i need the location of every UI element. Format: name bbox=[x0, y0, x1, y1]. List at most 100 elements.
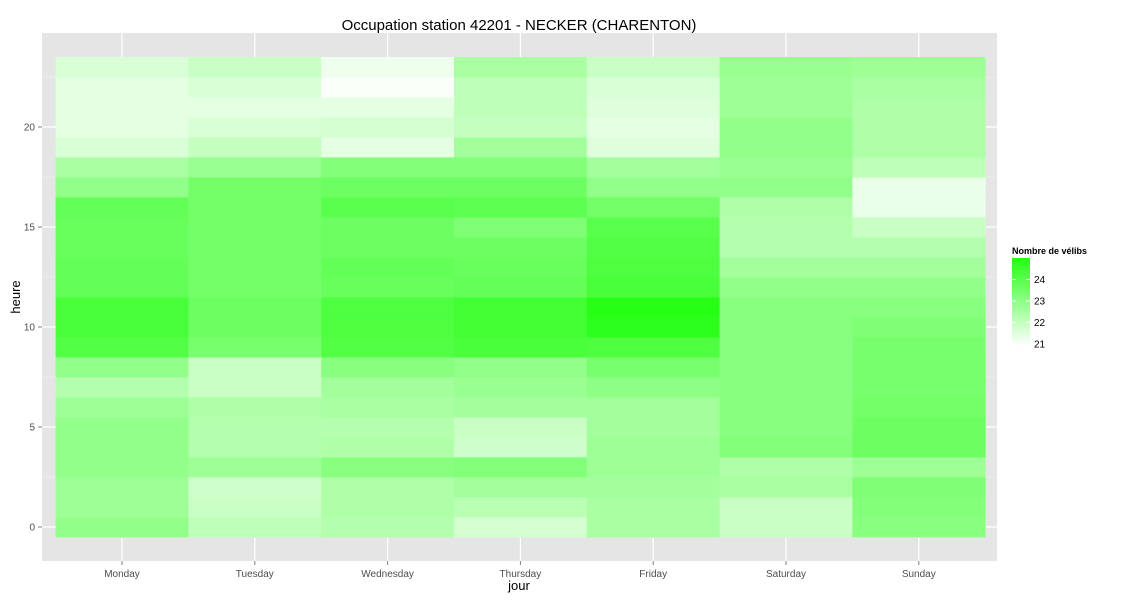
y-tick-label: 15 bbox=[24, 223, 36, 234]
heatmap-cell bbox=[586, 237, 720, 258]
heatmap-cell bbox=[719, 277, 853, 298]
heatmap-cell bbox=[852, 477, 986, 498]
heatmap-cell bbox=[454, 417, 588, 438]
x-axis-title: jour bbox=[507, 578, 530, 593]
heatmap-cell bbox=[586, 497, 720, 518]
legend-title: Nombre de vélibs bbox=[1012, 246, 1087, 256]
heatmap-cell bbox=[719, 97, 853, 118]
heatmap-cell bbox=[586, 337, 720, 358]
heatmap-cell bbox=[852, 97, 986, 118]
heatmap-cell bbox=[852, 217, 986, 238]
heatmap-cell bbox=[454, 77, 588, 98]
heatmap-cell bbox=[188, 237, 322, 258]
heatmap-cell bbox=[454, 237, 588, 258]
heatmap-cell bbox=[586, 97, 720, 118]
heatmap-cell bbox=[586, 77, 720, 98]
heatmap-cell bbox=[321, 357, 455, 378]
heatmap-cell bbox=[321, 417, 455, 438]
heatmap-cell bbox=[188, 77, 322, 98]
heatmap-cell bbox=[719, 117, 853, 138]
heatmap-cell bbox=[55, 297, 189, 318]
heatmap-cell bbox=[55, 257, 189, 278]
heatmap-cell bbox=[852, 377, 986, 398]
heatmap-cell bbox=[719, 77, 853, 98]
y-tick-label: 20 bbox=[24, 123, 36, 134]
legend-tick-label: 23 bbox=[1034, 296, 1046, 307]
heatmap-cell bbox=[55, 217, 189, 238]
heatmap-cell bbox=[454, 217, 588, 238]
heatmap-cell bbox=[852, 317, 986, 338]
heatmap-cell bbox=[719, 237, 853, 258]
heatmap-cell bbox=[719, 337, 853, 358]
heatmap-cell bbox=[719, 157, 853, 178]
heatmap-cell bbox=[454, 177, 588, 198]
heatmap-cell bbox=[55, 117, 189, 138]
y-tick-label: 0 bbox=[29, 523, 35, 534]
heatmap-cell bbox=[55, 97, 189, 118]
heatmap-cell bbox=[321, 477, 455, 498]
heatmap-cell bbox=[852, 457, 986, 478]
heatmap-cell bbox=[188, 397, 322, 418]
heatmap-cell bbox=[454, 497, 588, 518]
heatmap-cell bbox=[454, 437, 588, 458]
heatmap-cell bbox=[454, 197, 588, 218]
heatmap-cell bbox=[852, 397, 986, 418]
heatmap-cell bbox=[586, 477, 720, 498]
heatmap-cell bbox=[586, 117, 720, 138]
heatmap-cell bbox=[321, 257, 455, 278]
heatmap-cell bbox=[586, 377, 720, 398]
heatmap-cell bbox=[719, 377, 853, 398]
chart-title: Occupation station 42201 - NECKER (CHARE… bbox=[342, 17, 697, 34]
heatmap-cell bbox=[719, 357, 853, 378]
heatmap-cell bbox=[188, 457, 322, 478]
heatmap-cell bbox=[188, 177, 322, 198]
heatmap-cell bbox=[188, 137, 322, 158]
heatmap-cell bbox=[188, 377, 322, 398]
heatmap-cell bbox=[321, 517, 455, 538]
heatmap-cell bbox=[454, 357, 588, 378]
heatmap-cell bbox=[321, 237, 455, 258]
heatmap-cell bbox=[55, 417, 189, 438]
heatmap-cell bbox=[321, 377, 455, 398]
x-tick-label: Monday bbox=[104, 569, 140, 580]
heatmap-cell bbox=[55, 157, 189, 178]
heatmap-cell bbox=[55, 277, 189, 298]
heatmap-cell bbox=[586, 197, 720, 218]
heatmap-cell bbox=[852, 237, 986, 258]
heatmap-cell bbox=[454, 397, 588, 418]
heatmap-cell bbox=[188, 317, 322, 338]
heatmap-cell bbox=[454, 137, 588, 158]
heatmap-cell bbox=[586, 357, 720, 378]
heatmap-cells bbox=[55, 57, 986, 538]
y-tick-label: 10 bbox=[24, 323, 36, 334]
x-tick-label: Wednesday bbox=[361, 569, 414, 580]
legend-tick-label: 24 bbox=[1034, 275, 1046, 286]
heatmap-cell bbox=[454, 457, 588, 478]
heatmap-cell bbox=[852, 497, 986, 518]
heatmap-cell bbox=[188, 417, 322, 438]
heatmap-cell bbox=[719, 397, 853, 418]
heatmap-cell bbox=[852, 117, 986, 138]
heatmap-cell bbox=[719, 217, 853, 238]
heatmap-cell bbox=[454, 277, 588, 298]
heatmap-cell bbox=[188, 257, 322, 278]
heatmap-cell bbox=[454, 317, 588, 338]
legend: Nombre de vélibs 21 22 23 24 bbox=[1012, 246, 1087, 350]
heatmap-cell bbox=[454, 57, 588, 78]
heatmap-cell bbox=[454, 97, 588, 118]
heatmap-cell bbox=[321, 317, 455, 338]
heatmap-cell bbox=[719, 477, 853, 498]
heatmap-cell bbox=[321, 337, 455, 358]
heatmap-cell bbox=[586, 317, 720, 338]
heatmap-cell bbox=[188, 297, 322, 318]
y-tick-label: 5 bbox=[29, 423, 35, 434]
heatmap-cell bbox=[852, 277, 986, 298]
legend-colorbar bbox=[1012, 258, 1030, 346]
heatmap-cell bbox=[321, 197, 455, 218]
heatmap-cell bbox=[586, 157, 720, 178]
heatmap-cell bbox=[719, 257, 853, 278]
legend-ticks: 21 22 23 24 bbox=[1012, 275, 1046, 350]
heatmap-cell bbox=[321, 97, 455, 118]
heatmap-cell bbox=[321, 117, 455, 138]
